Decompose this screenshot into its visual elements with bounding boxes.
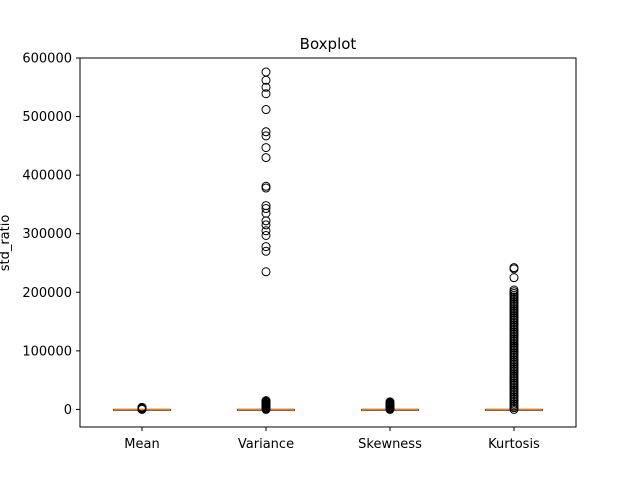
outlier-point xyxy=(261,396,271,406)
outlier-point xyxy=(261,67,271,77)
outlier-point xyxy=(261,242,271,252)
y-tick-label: 200000 xyxy=(22,286,72,301)
outlier-point xyxy=(261,201,271,211)
chart-title: Boxplot xyxy=(300,35,357,53)
outlier-point xyxy=(261,226,271,236)
outlier-point xyxy=(137,402,147,412)
outlier-point xyxy=(261,143,271,153)
outlier-point xyxy=(261,153,271,163)
y-tick-label: 300000 xyxy=(22,227,72,242)
outlier-point xyxy=(261,230,271,240)
y-tick-label: 100000 xyxy=(22,344,72,359)
y-axis-label: std_ratio xyxy=(0,215,13,272)
y-tick-label: 600000 xyxy=(22,52,72,67)
outlier-point xyxy=(261,220,271,230)
outlier-point xyxy=(261,131,271,141)
y-tick-label: 400000 xyxy=(22,169,72,184)
outlier-point xyxy=(261,181,271,191)
outlier-point xyxy=(509,263,519,273)
plot-frame xyxy=(79,57,577,428)
x-tick-label: Mean xyxy=(124,437,159,452)
outlier-point xyxy=(261,127,271,137)
x-tick-label: Kurtosis xyxy=(488,437,540,452)
y-tick-label: 0 xyxy=(64,403,72,418)
outlier-point xyxy=(261,183,271,193)
outlier-point xyxy=(385,397,395,407)
x-tick-label: Skewness xyxy=(358,437,422,452)
outlier-point xyxy=(261,267,271,277)
x-tick-label: Variance xyxy=(238,437,294,452)
outlier-point xyxy=(261,82,271,92)
outlier-point xyxy=(261,208,271,218)
outlier-point xyxy=(261,204,271,214)
plot-area: 0 100000 200000 300000 400000 500000 600000 Mea… xyxy=(22,52,544,452)
outlier-point xyxy=(509,285,519,295)
outlier-point xyxy=(261,246,271,256)
outlier-point xyxy=(261,105,271,115)
y-tick-label: 500000 xyxy=(22,110,72,125)
outlier-point xyxy=(261,89,271,99)
outlier-point xyxy=(509,273,519,283)
